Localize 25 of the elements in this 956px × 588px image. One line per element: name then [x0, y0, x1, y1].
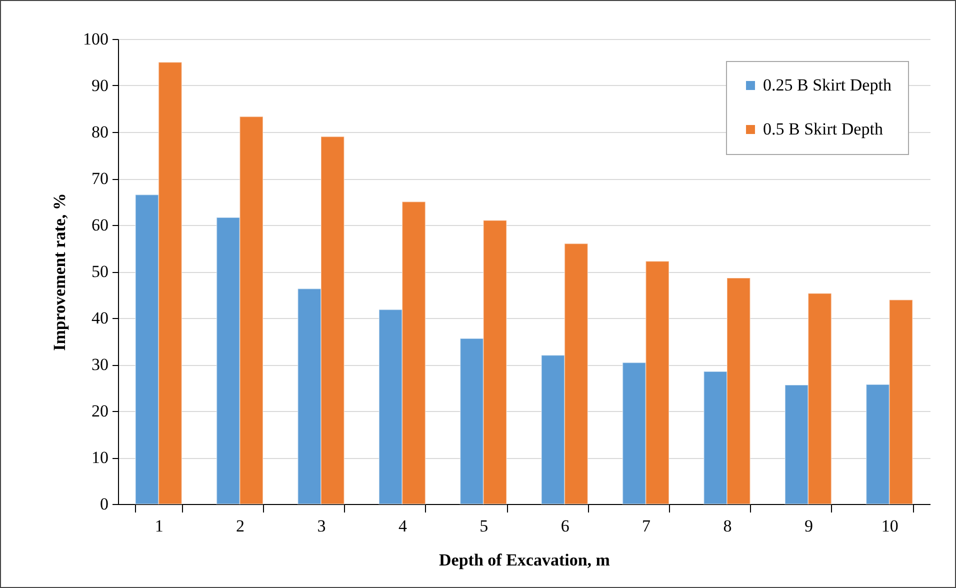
y-tick-label: 10	[92, 448, 108, 467]
legend-label: 0.5 B Skirt Depth	[763, 120, 884, 138]
x-tick-label: 4	[398, 516, 408, 536]
y-tick-label: 50	[92, 262, 108, 281]
x-tick-label: 1	[154, 516, 164, 536]
y-tick-label: 60	[92, 216, 108, 234]
y-tick-label: 100	[83, 30, 108, 48]
y-tick-label: 20	[92, 402, 108, 420]
x-axis-title: Depth of Excavation, m	[439, 550, 610, 570]
x-tick-label: 10	[881, 516, 898, 536]
y-tick-label: 70	[92, 169, 108, 188]
x-tick-label: 7	[642, 516, 652, 536]
y-tick-label: 40	[92, 308, 108, 328]
legend-label: 0.25 B Skirt Depth	[763, 76, 892, 94]
x-tick-label: 6	[560, 516, 570, 536]
y-tick-label: 80	[92, 122, 108, 142]
x-tick-label: 8	[723, 516, 732, 536]
y-tick-label: 30	[92, 355, 108, 374]
x-tick-label: 9	[804, 516, 813, 536]
x-tick-label: 2	[236, 516, 245, 536]
y-tick-label: 0	[100, 494, 108, 514]
y-axis-title: Improvement rate, %	[50, 193, 69, 351]
y-tick-label: 90	[92, 76, 108, 95]
x-tick-label: 3	[317, 516, 326, 536]
x-tick-label: 5	[480, 516, 488, 536]
